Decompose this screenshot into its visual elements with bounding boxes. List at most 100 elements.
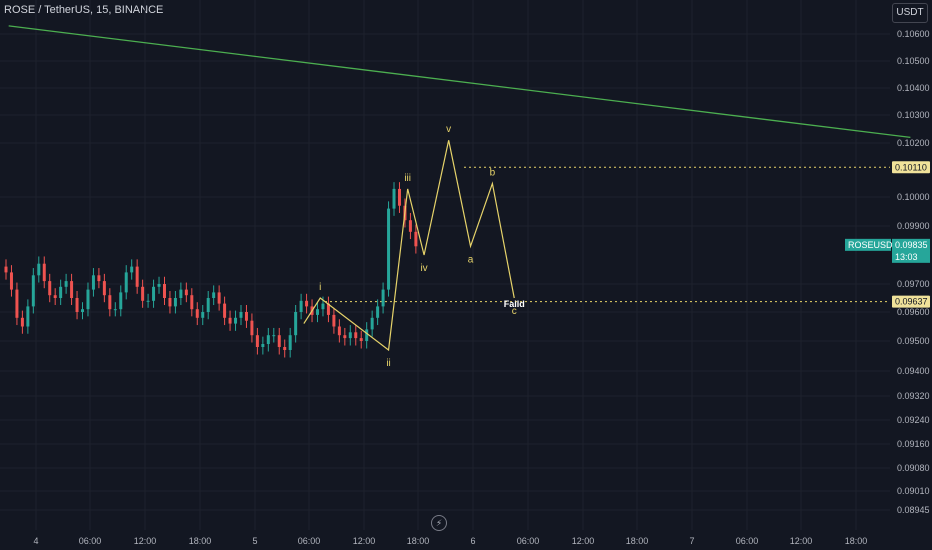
x-tick-label: 06:00 xyxy=(298,536,321,546)
candle-body xyxy=(91,275,95,290)
symbol-tag xyxy=(845,238,891,251)
y-tick-label: 0.08945 xyxy=(897,505,930,515)
y-tick-label: 0.10400 xyxy=(897,83,930,93)
y-tick-label: 0.10200 xyxy=(897,138,930,148)
candle-body xyxy=(261,344,265,347)
failed-annotation: Faild xyxy=(504,299,525,309)
y-tick-label: 0.10000 xyxy=(897,192,930,202)
y-tick-label: 0.09240 xyxy=(897,415,930,425)
x-tick-label: 7 xyxy=(689,536,694,546)
candle-body xyxy=(354,332,358,339)
y-tick-label: 0.09320 xyxy=(897,391,930,401)
x-tick-label: 12:00 xyxy=(353,536,376,546)
candle-body xyxy=(244,312,248,321)
candle-body xyxy=(397,188,401,206)
price-level-value: 0.09637 xyxy=(895,297,928,307)
candle-body xyxy=(146,300,150,302)
x-tick-label: 18:00 xyxy=(189,536,212,546)
candle-body xyxy=(370,317,374,330)
candle-body xyxy=(299,300,303,312)
candle-body xyxy=(266,335,270,344)
candle-body xyxy=(81,309,85,312)
wave-label: c xyxy=(512,306,517,317)
candle-body xyxy=(157,284,161,287)
lightning-icon[interactable]: ⚡ xyxy=(431,515,447,531)
candle-body xyxy=(392,188,396,209)
candle-body xyxy=(64,281,68,287)
candle-body xyxy=(86,289,90,310)
candle-body xyxy=(162,284,166,298)
candle-body xyxy=(332,314,336,327)
wave-label: iv xyxy=(420,263,427,274)
candle-body xyxy=(365,329,369,341)
candle-body xyxy=(277,335,281,347)
x-tick-label: 12:00 xyxy=(134,536,157,546)
candle-body xyxy=(124,272,128,293)
elliott-wave-path xyxy=(303,140,515,352)
symbol-title: ROSE / TetherUS, 15, BINANCE xyxy=(4,4,164,16)
candle-body xyxy=(288,335,292,350)
y-tick-label: 0.09900 xyxy=(897,221,930,231)
candle-body xyxy=(102,281,106,296)
trendline xyxy=(8,25,911,139)
candle-body xyxy=(408,220,412,232)
y-tick-label: 0.09600 xyxy=(897,307,930,317)
candle-body xyxy=(141,286,145,301)
last-price-tag xyxy=(892,238,930,263)
candle-body xyxy=(9,272,13,290)
candle-body xyxy=(179,289,183,298)
candle-body xyxy=(48,281,52,296)
candle-body xyxy=(130,266,134,273)
price-level-value: 0.10110 xyxy=(895,162,927,172)
candle-body xyxy=(75,298,79,312)
candle-body xyxy=(113,309,117,311)
candle-body xyxy=(15,289,19,318)
wave-label: ii xyxy=(386,358,390,369)
candle-body xyxy=(37,263,41,276)
x-tick-label: 4 xyxy=(33,536,38,546)
x-tick-label: 6 xyxy=(470,536,475,546)
y-tick-label: 0.10300 xyxy=(897,110,930,120)
candle-body xyxy=(387,208,391,290)
candle-body xyxy=(239,312,243,318)
candle-body xyxy=(70,281,74,298)
price-level-tag xyxy=(892,161,930,174)
candle-body xyxy=(316,309,320,315)
y-tick-label: 0.09400 xyxy=(897,366,930,376)
candle-body xyxy=(184,289,188,296)
candle-body xyxy=(152,286,156,301)
candle-body xyxy=(321,303,325,310)
y-tick-label: 0.10500 xyxy=(897,56,930,66)
candle-body xyxy=(206,298,210,312)
wave-label: iii xyxy=(404,173,411,184)
candle-body xyxy=(234,317,238,324)
candle-body xyxy=(42,263,46,282)
y-tick-label: 0.09160 xyxy=(897,439,930,449)
x-tick-label: 18:00 xyxy=(845,536,868,546)
candle-body xyxy=(305,300,309,307)
currency-button[interactable]: USDT xyxy=(892,3,928,23)
x-tick-label: 18:00 xyxy=(407,536,430,546)
candle-body xyxy=(20,317,24,327)
candle-body xyxy=(294,312,298,336)
candle-body xyxy=(223,303,227,318)
x-tick-label: 5 xyxy=(252,536,257,546)
y-tick-label: 0.09010 xyxy=(897,486,930,496)
candle-body xyxy=(217,292,221,304)
candle-body xyxy=(326,303,330,315)
wave-label: v xyxy=(446,124,451,135)
candle-body xyxy=(26,306,30,327)
candle-body xyxy=(348,332,352,339)
wave-label: a xyxy=(468,254,474,265)
candle-body xyxy=(190,295,194,310)
candle-body xyxy=(108,295,112,310)
y-tick-label: 0.10600 xyxy=(897,29,930,39)
candle-body xyxy=(212,292,216,298)
candle-body xyxy=(59,286,63,298)
x-tick-label: 06:00 xyxy=(517,536,540,546)
candle-body xyxy=(135,266,139,287)
candle-body xyxy=(255,335,259,347)
candle-body xyxy=(414,231,418,247)
candle-body xyxy=(53,295,57,298)
